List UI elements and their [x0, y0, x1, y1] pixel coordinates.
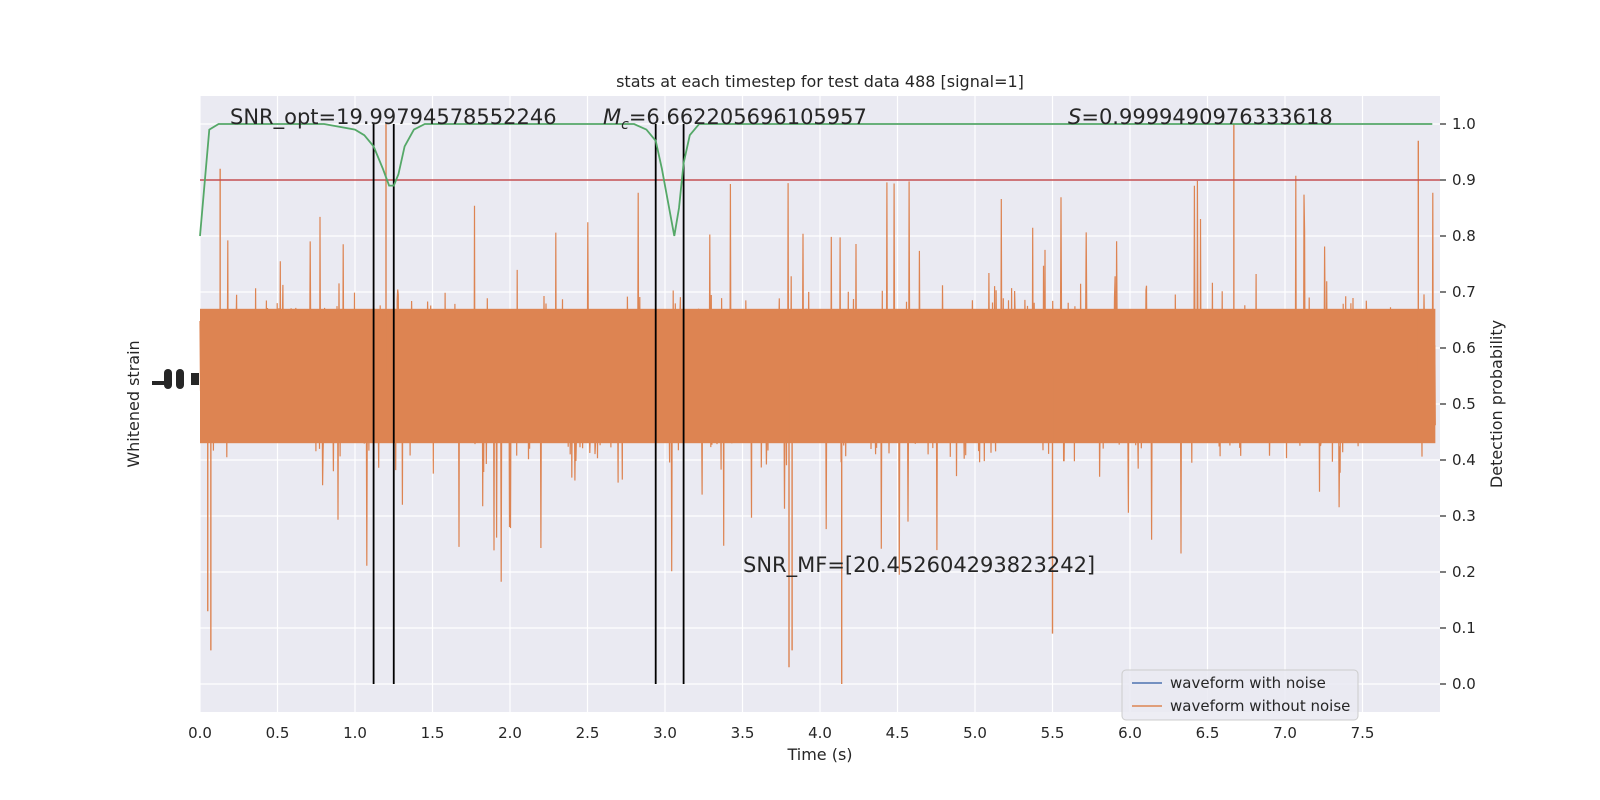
- tick-layer: 0.0 0.5 1.0 1.5 2.0 2.5 3.0 3.5 4.0 4.5 5.0 5.5 6.0 6…: [188, 115, 1476, 742]
- right-tick-label: 0.3: [1452, 507, 1476, 525]
- x-tick-label: 2.0: [498, 724, 522, 742]
- legend: waveform with noise waveform without noi…: [1121, 669, 1359, 721]
- x-tick-label: 5.5: [1041, 724, 1065, 742]
- right-tick-label: 0.2: [1452, 563, 1476, 581]
- x-axis-label: Time (s): [786, 745, 852, 764]
- x-tick-label: 3.0: [653, 724, 677, 742]
- x-tick-label: 1.5: [421, 724, 445, 742]
- y-axis-label-left: Whitened strain: [124, 340, 143, 467]
- chart-title: stats at each timestep for test data 488…: [616, 72, 1024, 91]
- annotation-s-symbol: S: [1068, 105, 1081, 129]
- right-tick-label: 0.5: [1452, 395, 1476, 413]
- right-tick-label: 0.7: [1452, 283, 1476, 301]
- series-detection-probability: [199, 123, 1433, 237]
- left-tick-cluster: [152, 381, 166, 385]
- right-tick-label: 0.1: [1452, 619, 1476, 637]
- x-tick-label: 2.5: [576, 724, 600, 742]
- left-tick-cluster: [164, 369, 172, 389]
- x-tick-label: 4.5: [886, 724, 910, 742]
- x-tick-label: 5.0: [963, 724, 987, 742]
- overlay-layer: [199, 123, 1440, 684]
- x-tick-label: 6.0: [1118, 724, 1142, 742]
- y-axis-label-right: Detection probability: [1487, 320, 1506, 488]
- annotation-s-value: =0.9999490976333618: [1081, 105, 1332, 129]
- annotation-mc-symbol: M: [603, 105, 621, 129]
- right-tick-label: 1.0: [1452, 115, 1476, 133]
- annotation-snr-opt: SNR_opt=19.99794578552246: [230, 105, 557, 130]
- x-tick-label: 3.5: [731, 724, 755, 742]
- legend-label-with-noise: waveform with noise: [1170, 674, 1326, 692]
- annotation-mc-value: =6.662205696105957: [629, 105, 867, 129]
- left-axis-tick-marks: [152, 369, 199, 389]
- legend-label-without-noise: waveform without noise: [1170, 697, 1350, 715]
- right-tick-label: 0.9: [1452, 171, 1476, 189]
- left-tick-cluster: [176, 369, 184, 389]
- x-tick-label: 0.0: [188, 724, 212, 742]
- x-tick-label: 1.0: [343, 724, 367, 742]
- x-tick-label: 6.5: [1196, 724, 1220, 742]
- annotation-s: S=0.9999490976333618: [1068, 105, 1333, 129]
- right-tick-label: 0.4: [1452, 451, 1476, 469]
- legend-box: [1121, 669, 1359, 721]
- right-tick-label: 0.6: [1452, 339, 1476, 357]
- x-tick-label: 7.0: [1273, 724, 1297, 742]
- annotation-mc-subscript: c: [621, 117, 629, 133]
- left-tick-cluster: [191, 373, 199, 385]
- x-tick-label: 4.0: [808, 724, 832, 742]
- annotation-mc: Mc=6.662205696105957: [603, 105, 867, 133]
- right-tick-label: 0.8: [1452, 227, 1476, 245]
- waveform-layer: [199, 124, 1436, 684]
- x-tick-label: 0.5: [266, 724, 290, 742]
- right-tick-label: 0.0: [1452, 675, 1476, 693]
- annotation-snr-mf: SNR_MF=[20.452604293823242]: [743, 553, 1095, 578]
- waveform-core-band: [200, 308, 1436, 444]
- x-tick-label: 7.5: [1351, 724, 1375, 742]
